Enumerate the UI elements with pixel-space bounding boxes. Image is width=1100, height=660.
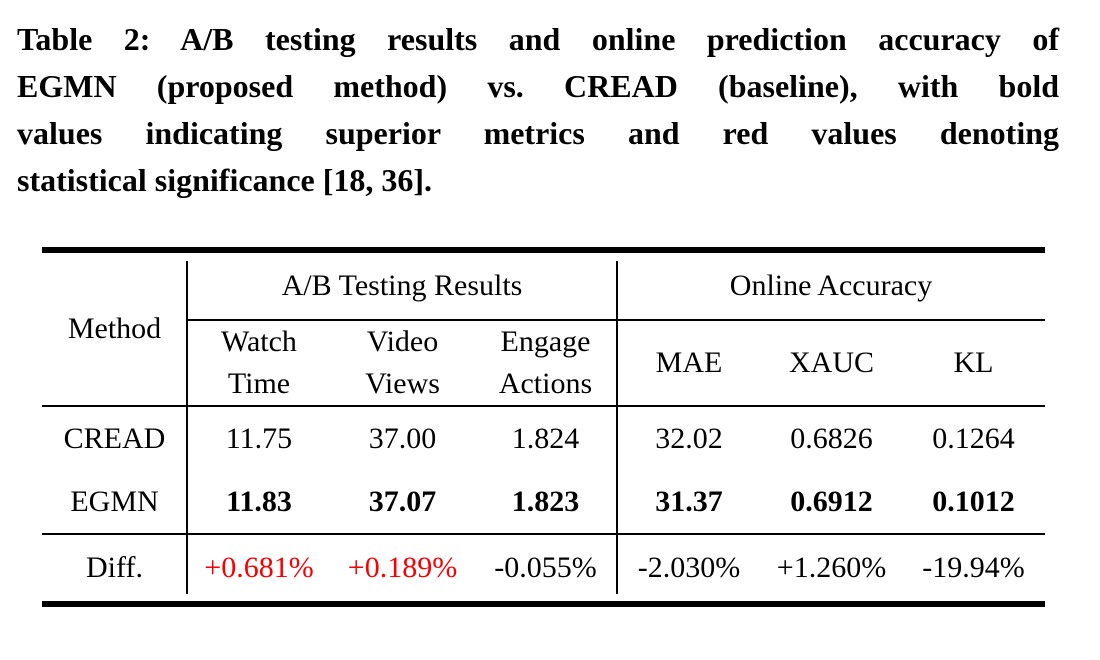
vertical-divider bbox=[616, 261, 618, 594]
table-row-egmn: EGMN 11.83 37.07 1.823 31.37 0.6912 0.10… bbox=[42, 470, 1045, 535]
header-method-cell: Method bbox=[42, 250, 187, 407]
value-cell: 0.1264 bbox=[932, 421, 1015, 455]
col-header-line: Video bbox=[366, 325, 439, 358]
value-cell: 11.75 bbox=[225, 421, 293, 455]
results-table: Method A/B Testing Results Online Accura… bbox=[42, 247, 1045, 607]
value-cell: 0.6912 bbox=[761, 470, 902, 535]
table-caption: Table 2: A/B testing results and online … bbox=[17, 16, 1059, 204]
value-cell: -0.055% bbox=[494, 551, 597, 584]
caption-line: statistical significance [18, 36]. bbox=[17, 162, 433, 198]
col-header-video-views: Video Views bbox=[331, 320, 474, 407]
group-header-online-accuracy: Online Accuracy bbox=[617, 250, 1045, 321]
value-cell: 32.02 bbox=[655, 421, 723, 455]
value-cell: +0.681% bbox=[204, 551, 314, 584]
col-header-line: Views bbox=[365, 367, 440, 400]
row-label-diff: Diff. bbox=[86, 551, 143, 584]
row-label-egmn: EGMN bbox=[42, 470, 187, 535]
group-header-row: Method A/B Testing Results Online Accura… bbox=[42, 250, 1045, 407]
col-header-watch-time: Watch Time bbox=[187, 320, 331, 407]
col-header-kl: KL bbox=[902, 320, 1045, 407]
caption-line: values indicating superior metrics and r… bbox=[17, 115, 1059, 151]
group-header-ab-testing: A/B Testing Results bbox=[187, 250, 617, 321]
col-header-line: XAUC bbox=[788, 346, 874, 379]
value-cell: 37.00 bbox=[368, 421, 437, 455]
subheader-row: Watch Time Video Views Engage Actions MA… bbox=[42, 320, 1045, 407]
value-cell: -2.030% bbox=[637, 551, 741, 584]
col-header-xauc: XAUC bbox=[761, 320, 902, 407]
col-header-line: Engage bbox=[500, 325, 591, 358]
col-header-line: Actions bbox=[498, 367, 593, 400]
value-cell: +1.260% bbox=[776, 551, 887, 584]
results-table-grid: Method A/B Testing Results Online Accura… bbox=[42, 247, 1045, 607]
col-header-line: MAE bbox=[655, 346, 723, 379]
vertical-divider bbox=[186, 261, 188, 594]
col-header-mae: MAE bbox=[617, 320, 761, 407]
value-cell: 37.07 bbox=[331, 470, 474, 535]
col-header-engage-actions: Engage Actions bbox=[474, 320, 617, 407]
value-cell: 0.1012 bbox=[902, 470, 1045, 535]
table-row-diff: Diff. +0.681% +0.189% -0.055% -2.030% +1… bbox=[42, 534, 1045, 604]
caption-line: EGMN (proposed method) vs. CREAD (baseli… bbox=[17, 68, 1059, 104]
value-cell: 11.83 bbox=[187, 470, 331, 535]
col-header-line: Watch bbox=[221, 325, 297, 358]
value-cell: -19.94% bbox=[922, 551, 1025, 584]
col-header-line: Time bbox=[227, 367, 291, 400]
value-cell: 1.823 bbox=[474, 470, 617, 535]
caption-line: Table 2: A/B testing results and online … bbox=[17, 21, 1059, 57]
value-cell: +0.189% bbox=[347, 551, 458, 584]
table-row-cread: CREAD 11.75 37.00 1.824 32.02 0.6826 0.1… bbox=[42, 406, 1045, 470]
col-header-line: KL bbox=[953, 346, 994, 379]
row-label-cread: CREAD bbox=[63, 421, 166, 455]
value-cell: 0.6826 bbox=[790, 421, 873, 455]
value-cell: 1.824 bbox=[511, 421, 580, 455]
value-cell: 31.37 bbox=[617, 470, 761, 535]
